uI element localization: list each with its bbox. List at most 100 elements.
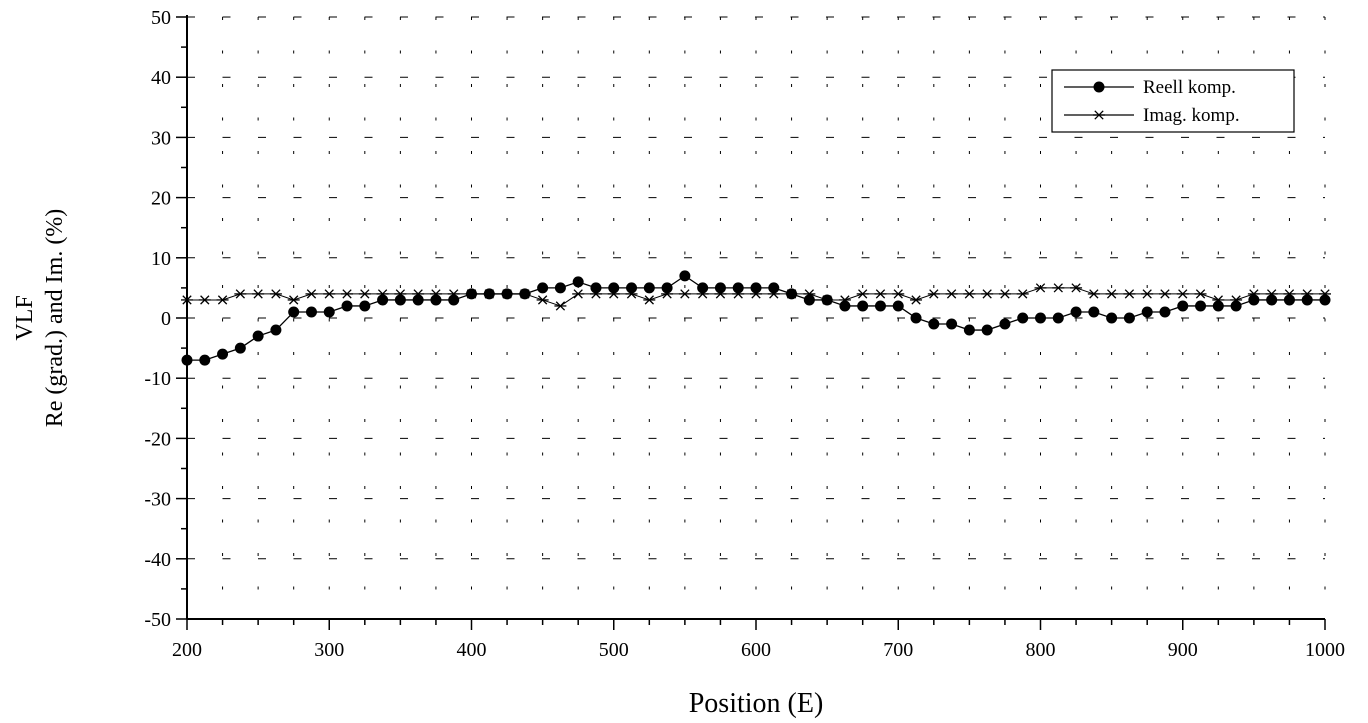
- star-stroke: [804, 289, 815, 299]
- data-point-reell: [626, 282, 638, 294]
- data-point-imag: [1212, 295, 1225, 305]
- data-point-reell: [661, 282, 673, 294]
- data-point-reell: [1052, 312, 1064, 324]
- data-point-reell: [697, 282, 709, 294]
- data-point-reell: [359, 300, 371, 312]
- star-stroke: [1266, 289, 1277, 299]
- data-point-imag: [1141, 289, 1154, 299]
- legend: Reell komp. Imag. komp.: [1051, 69, 1295, 133]
- star-stroke: [182, 295, 192, 305]
- star-stroke: [875, 289, 886, 299]
- data-point-imag: [501, 289, 514, 299]
- star-stroke: [555, 301, 566, 311]
- star-stroke: [1195, 289, 1206, 299]
- legend-label: Reell komp.: [1143, 77, 1236, 98]
- star-stroke: [537, 295, 548, 305]
- data-point-imag: [536, 295, 549, 305]
- data-point-reell: [377, 294, 389, 306]
- data-point-reell: [1230, 300, 1242, 312]
- star-stroke: [1018, 289, 1028, 299]
- data-point-imag: [269, 289, 282, 299]
- star-stroke: [271, 289, 281, 299]
- star-stroke: [1284, 289, 1295, 299]
- legend-entry: Imag. komp.: [1064, 105, 1240, 126]
- data-point-imag: [981, 289, 994, 299]
- star-stroke: [1035, 283, 1046, 293]
- star-stroke: [1231, 295, 1241, 305]
- data-point-imag: [750, 289, 762, 299]
- data-point-imag: [998, 289, 1011, 299]
- star-stroke: [1094, 110, 1104, 120]
- data-point-reell: [910, 312, 922, 324]
- y-tick-label: -20: [144, 428, 171, 450]
- star-stroke: [253, 289, 263, 299]
- data-point-imag: [181, 295, 193, 305]
- data-point-imag: [234, 289, 247, 299]
- data-point-imag: [821, 295, 834, 305]
- y-tick-labels: -50 -40 -30 -20 -10 0 10 20 30 40 50: [144, 7, 171, 631]
- star-stroke: [395, 289, 406, 299]
- data-point-reell: [448, 294, 460, 306]
- data-point-reell: [217, 348, 229, 360]
- data-point-reell: [1123, 312, 1135, 324]
- data-point-reell: [714, 282, 726, 294]
- data-point-imag: [376, 289, 389, 299]
- x-tick-label: 800: [1026, 639, 1056, 661]
- data-point-reell: [1212, 300, 1224, 312]
- star-stroke: [466, 289, 477, 299]
- y-tick-label: -10: [144, 368, 171, 390]
- data-point-reell: [963, 324, 975, 336]
- star-stroke: [946, 289, 957, 299]
- data-point-imag: [625, 289, 638, 299]
- data-point-imag: [661, 289, 674, 299]
- x-tick-label: 200: [172, 639, 202, 661]
- data-point-imag: [412, 289, 425, 299]
- star-stroke: [200, 295, 210, 305]
- data-point-reell: [1195, 300, 1207, 312]
- data-point-reell: [1283, 294, 1295, 306]
- star-stroke: [715, 289, 726, 299]
- data-point-imag: [394, 289, 407, 299]
- data-point-reell: [608, 282, 620, 294]
- data-point-imag: [803, 289, 816, 299]
- star-stroke: [235, 289, 246, 299]
- data-point-imag: [1158, 289, 1171, 299]
- y-tick-label: -40: [144, 549, 171, 571]
- x-tick-label: 600: [741, 639, 771, 661]
- x-tick-label: 900: [1168, 639, 1198, 661]
- data-point-imag: [341, 289, 354, 299]
- data-point-reell: [679, 270, 691, 282]
- star-stroke: [840, 295, 850, 305]
- star-stroke: [1160, 289, 1170, 299]
- legend-label: Imag. komp.: [1143, 105, 1240, 126]
- y-tick-label: 0: [161, 308, 171, 330]
- data-point-imag: [287, 295, 300, 305]
- data-point-reell: [1266, 294, 1278, 306]
- star-stroke: [1071, 283, 1081, 293]
- star-stroke: [306, 289, 317, 299]
- data-point-reell: [341, 300, 353, 312]
- star-stroke: [751, 289, 761, 299]
- legend-box: [1051, 69, 1295, 133]
- data-point-reell: [1070, 306, 1082, 318]
- data-point-imag: [696, 289, 709, 299]
- x-tick-labels: 200 300 400 500 600 700 800 900 1000: [172, 639, 1345, 661]
- x-tick-label: 500: [599, 639, 629, 661]
- star-stroke: [1213, 295, 1223, 305]
- star-stroke: [1249, 289, 1259, 299]
- data-point-reell: [750, 282, 762, 294]
- legend-marker-circle: [1093, 81, 1105, 93]
- star-stroke: [573, 289, 583, 299]
- star-stroke: [1000, 289, 1010, 299]
- data-point-reell: [199, 354, 211, 366]
- data-point-imag: [1283, 289, 1296, 299]
- data-point-imag: [1016, 289, 1029, 299]
- y-axis-title-line2: Re (grad.) and Im. (%): [42, 209, 68, 428]
- data-point-reell: [572, 276, 584, 288]
- star-stroke: [1320, 289, 1330, 299]
- data-point-imag: [892, 289, 905, 299]
- data-point-reell: [1141, 306, 1153, 318]
- star-stroke: [377, 289, 388, 299]
- star-stroke: [1142, 289, 1152, 299]
